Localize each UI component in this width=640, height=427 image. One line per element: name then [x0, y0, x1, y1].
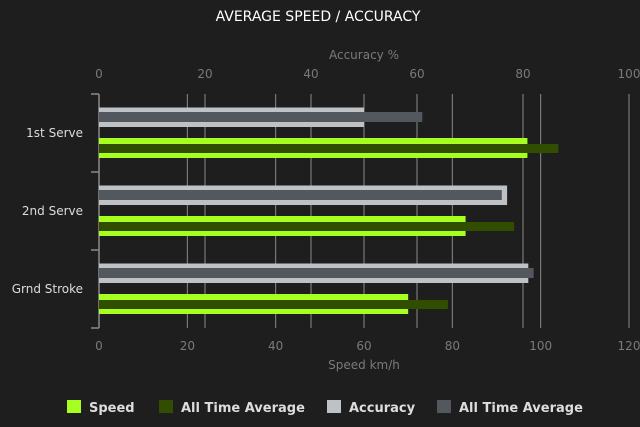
legend-swatch: [327, 400, 341, 413]
bottom-axis-label: Speed km/h: [328, 358, 400, 372]
speed-average-bar: [99, 144, 559, 153]
bottom-tick-label: 20: [180, 339, 195, 353]
category-label: 1st Serve: [26, 126, 83, 140]
legend-swatch: [159, 400, 173, 413]
top-tick-label: 100: [618, 67, 640, 81]
category-label: 2nd Serve: [22, 204, 83, 218]
bottom-tick-label: 100: [529, 339, 552, 353]
top-tick-label: 60: [409, 67, 424, 81]
accuracy-average-bar: [99, 112, 423, 122]
top-tick-label: 40: [303, 67, 318, 81]
speed-average-bar: [99, 222, 515, 231]
category-label: Grnd Stroke: [12, 282, 83, 296]
legend-label: Accuracy: [349, 401, 416, 416]
bottom-tick-label: 40: [268, 339, 283, 353]
legend-swatch: [437, 400, 451, 413]
legend-label: Speed: [89, 401, 135, 416]
legend-label: All Time Average: [181, 401, 305, 416]
speed-average-bar: [99, 300, 448, 309]
bottom-tick-label: 0: [95, 339, 103, 353]
top-tick-label: 0: [95, 67, 103, 81]
accuracy-average-bar: [99, 268, 534, 278]
bottom-tick-label: 60: [356, 339, 371, 353]
chart-title: AVERAGE SPEED / ACCURACY: [216, 9, 421, 25]
top-tick-label: 80: [515, 67, 530, 81]
bottom-tick-label: 120: [618, 339, 640, 353]
bottom-tick-label: 80: [445, 339, 460, 353]
top-tick-label: 20: [197, 67, 212, 81]
top-axis-label: Accuracy %: [329, 48, 399, 62]
legend-swatch: [67, 400, 81, 413]
legend-label: All Time Average: [459, 401, 583, 416]
accuracy-average-bar: [99, 190, 502, 200]
